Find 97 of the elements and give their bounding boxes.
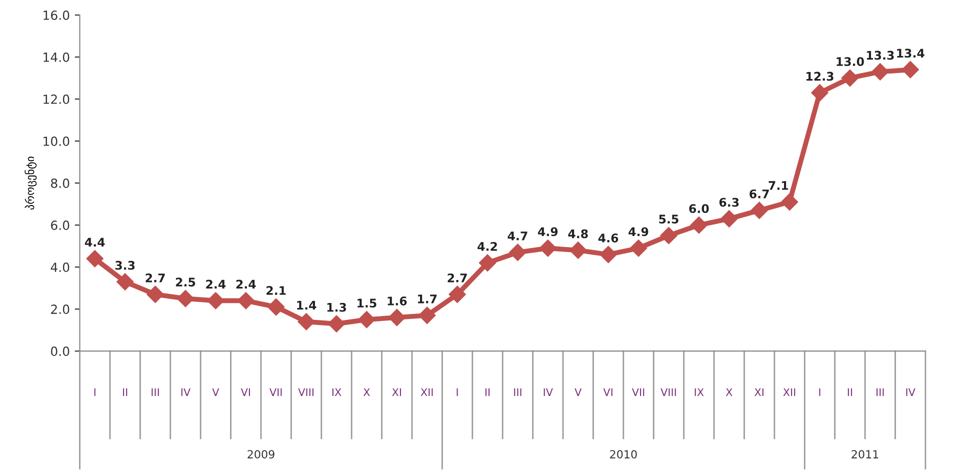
- point: [358, 311, 376, 328]
- x-tick-label: VII: [270, 388, 282, 396]
- x-tick-label: III: [876, 388, 884, 396]
- point: [86, 250, 104, 268]
- y-tick-label: 0.0: [50, 346, 70, 356]
- data-label: 5.5: [659, 214, 678, 224]
- point: [418, 306, 436, 324]
- data-label: 4.2: [478, 242, 497, 251]
- data-label: 2.4: [206, 280, 226, 289]
- data-label: 6.0: [689, 204, 709, 214]
- point: [720, 210, 738, 228]
- x-tick-label: I: [456, 388, 458, 396]
- point: [780, 193, 798, 211]
- data-label: 1.6: [388, 296, 407, 306]
- point: [268, 298, 285, 316]
- data-label: 13.3: [866, 50, 894, 60]
- x-tick-label: VI: [240, 388, 250, 396]
- x-tick-label: III: [152, 388, 159, 396]
- y-tick-label: 14.0: [44, 52, 70, 62]
- x-tick-label: III: [514, 388, 522, 396]
- x-tick-label: X: [363, 388, 370, 396]
- point: [448, 286, 466, 303]
- data-label: 3.3: [115, 260, 135, 270]
- data-label: 6.3: [719, 198, 739, 207]
- point: [146, 286, 164, 303]
- point: [388, 308, 406, 326]
- point: [690, 216, 708, 234]
- x-tick-label: VII: [632, 388, 644, 396]
- point: [841, 70, 858, 87]
- x-tick-label: VIII: [298, 388, 314, 396]
- y-tick-label: 8.0: [51, 178, 70, 188]
- x-tick-label: II: [485, 388, 490, 396]
- point: [902, 61, 919, 78]
- data-label: 1.4: [297, 300, 316, 310]
- data-label: 12.3: [806, 72, 834, 81]
- x-tick-label: IV: [544, 388, 553, 396]
- x-tick-label: VI: [603, 388, 612, 396]
- x-tick-label: XII: [783, 388, 796, 396]
- y-tick-label: 16.0: [44, 10, 70, 20]
- x-tick-label: V: [574, 388, 582, 396]
- data-label: 13.4: [897, 48, 924, 58]
- point: [116, 273, 134, 290]
- data-label: 4.7: [508, 232, 528, 240]
- point: [328, 315, 346, 332]
- x-tick-label: IX: [332, 388, 342, 396]
- y-tick-label: 6.0: [51, 220, 70, 230]
- data-label: 2.7: [146, 273, 165, 282]
- y-axis-title: პროცენტი: [24, 156, 37, 210]
- point: [660, 227, 678, 244]
- x-tick-label: XI: [392, 388, 401, 396]
- x-tick-label: I: [94, 388, 96, 396]
- x-tick-label: X: [726, 388, 732, 396]
- data-label: 4.4: [84, 238, 105, 246]
- data-label: 1.7: [418, 294, 437, 304]
- point: [237, 292, 254, 310]
- x-tick-label: IX: [694, 388, 704, 396]
- x-tick-label: V: [212, 388, 220, 396]
- point: [478, 254, 496, 272]
- point: [207, 292, 224, 310]
- data-label: 4.8: [568, 229, 588, 238]
- y-tick-label: 4.0: [50, 262, 70, 272]
- data-label: 2.4: [236, 280, 256, 289]
- point: [630, 240, 648, 257]
- point: [750, 202, 768, 219]
- y-tick-label: 12.0: [44, 94, 70, 104]
- data-label: 4.9: [628, 227, 648, 236]
- point: [872, 63, 889, 80]
- y-tick-label: 10.0: [44, 136, 70, 146]
- data-label: 2.1: [266, 286, 286, 295]
- data-label: 1.3: [327, 302, 346, 312]
- point: [176, 290, 194, 308]
- x-tick-label: XII: [420, 388, 433, 396]
- point: [570, 242, 587, 259]
- text: 2009: [248, 450, 274, 458]
- x-tick-label: IV: [181, 388, 190, 396]
- data-label: 2.5: [176, 278, 196, 287]
- data-label: 2.7: [448, 273, 467, 282]
- point: [509, 244, 526, 261]
- text: 2010: [610, 450, 637, 458]
- data-label: 13.0: [836, 57, 864, 66]
- text: 2011: [852, 450, 878, 458]
- point: [298, 313, 315, 330]
- point: [539, 240, 556, 257]
- data-label: 4.6: [598, 234, 618, 242]
- data-label: 1.5: [358, 298, 376, 308]
- point: [811, 84, 828, 102]
- x-tick-label: II: [848, 388, 852, 396]
- data-label: 7.1: [768, 181, 788, 190]
- x-tick-label: II: [123, 388, 128, 396]
- data-label: 6.7: [750, 189, 769, 198]
- point: [600, 246, 617, 264]
- x-tick-label: I: [819, 388, 820, 396]
- x-tick-label: IV: [906, 388, 916, 396]
- x-tick-label: VIII: [660, 388, 676, 396]
- x-tick-label: XI: [754, 388, 764, 396]
- y-tick-label: 2.0: [51, 304, 70, 314]
- data-label: 4.9: [538, 227, 558, 236]
